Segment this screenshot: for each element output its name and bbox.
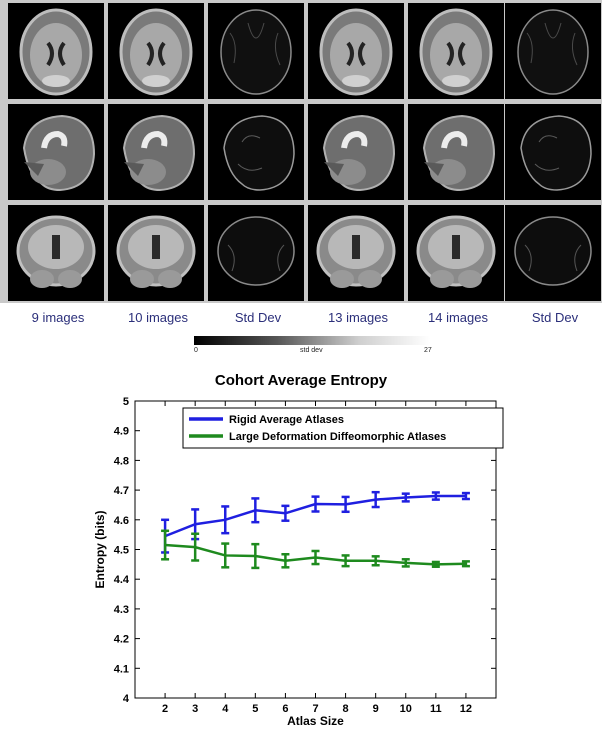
error-bar [371, 555, 380, 567]
brain-slice-image [408, 3, 504, 99]
x-tick-label: 4 [222, 703, 229, 715]
legend-label: Large Deformation Diffeomorphic Atlases [229, 431, 446, 443]
error-bar [311, 495, 320, 513]
error-bar [401, 558, 410, 568]
x-tick-label: 7 [312, 703, 318, 715]
colorbar-max-label: 27 [424, 347, 432, 354]
y-tick-label: 4.2 [114, 634, 129, 646]
error-bar [341, 554, 350, 568]
brain-slice-image [505, 104, 601, 200]
legend-box [182, 407, 504, 449]
error-bar [431, 491, 440, 501]
y-tick-label: 4.9 [114, 426, 129, 438]
error-bar [221, 505, 230, 535]
x-tick-label: 9 [373, 703, 379, 715]
column-label: 13 images [328, 310, 388, 325]
colorbar [194, 336, 430, 345]
y-tick-label: 4 [123, 693, 130, 705]
error-bar [371, 490, 380, 509]
x-tick-label: 11 [430, 703, 442, 715]
x-tick-label: 5 [252, 703, 258, 715]
y-tick-label: 4.5 [114, 545, 129, 557]
brain-slice-image [505, 205, 601, 301]
brain-slice-image [408, 205, 504, 301]
colorbar-min-label: 0 [194, 347, 198, 354]
error-bar [461, 560, 470, 568]
error-bar [431, 560, 440, 568]
column-label: 9 images [31, 310, 85, 325]
brain-slice-image [308, 3, 404, 99]
y-tick-label: 4.1 [114, 663, 129, 675]
brain-slice-image [108, 205, 204, 301]
x-tick-label: 12 [460, 703, 472, 715]
y-tick-label: 4.8 [114, 455, 129, 467]
column-label: Std Dev [531, 310, 579, 325]
y-axis-label: Entropy (bits) [93, 511, 107, 589]
brain-slice-image [8, 205, 104, 301]
y-tick-label: 4.6 [114, 515, 129, 527]
brain-slice-image [8, 104, 104, 200]
column-label: 14 images [428, 310, 488, 325]
column-label: 10 images [128, 310, 188, 325]
x-axis-label: Atlas Size [287, 714, 344, 728]
brain-slice-image [108, 104, 204, 200]
brain-slice-image [308, 205, 404, 301]
chart-title: Cohort Average Entropy [214, 372, 388, 389]
brain-slice-image [308, 104, 404, 200]
brain-slice-image [208, 104, 304, 200]
brain-slice-image [408, 104, 504, 200]
error-bar [341, 495, 350, 514]
x-tick-label: 10 [400, 703, 412, 715]
x-tick-label: 6 [282, 703, 288, 715]
error-bar [251, 542, 260, 570]
brain-slice-image [505, 3, 601, 99]
brain-slice-image [8, 3, 104, 99]
y-tick-label: 5 [123, 396, 129, 408]
error-bar [251, 497, 260, 524]
x-tick-label: 2 [162, 703, 168, 715]
error-bar [281, 553, 290, 569]
x-tick-label: 3 [192, 703, 198, 715]
column-label: Std Dev [234, 310, 282, 325]
error-bar [191, 532, 200, 562]
error-bar [281, 504, 290, 522]
brain-slice-image [208, 205, 304, 301]
entropy-line-chart: 4 4.1 4.2 4.3 4.4 4.5 4.6 4.7 4.8 4.9 5 2 3 4 5 6 7 8 9 10 1… [93, 396, 504, 728]
error-bar [221, 542, 230, 569]
y-tick-label: 4.3 [114, 604, 129, 616]
y-tick-label: 4.7 [114, 485, 129, 497]
error-bar [311, 549, 320, 566]
error-bar [161, 529, 170, 561]
y-tick-label: 4.4 [114, 574, 130, 586]
x-tick-label: 8 [343, 703, 349, 715]
error-bar [461, 491, 470, 501]
error-bar [401, 492, 410, 503]
brain-image-mosaic [0, 0, 602, 303]
colorbar-mid-label: std dev [300, 347, 323, 354]
legend-label: Rigid Average Atlases [229, 414, 344, 426]
brain-slice-image [108, 3, 204, 99]
brain-slice-image [208, 3, 304, 99]
